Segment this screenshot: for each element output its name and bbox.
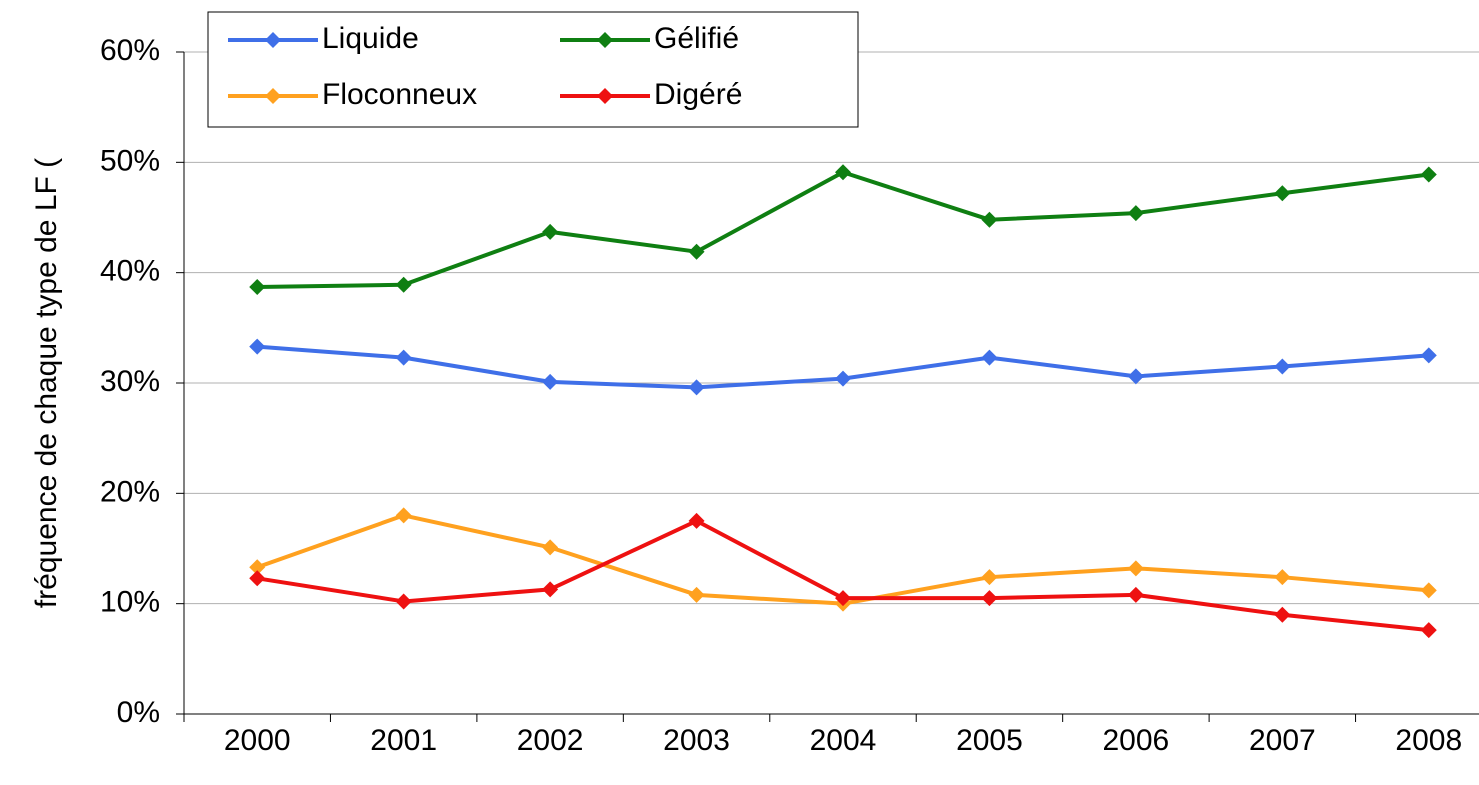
point-marker <box>542 581 559 598</box>
point-marker <box>835 164 851 181</box>
point-marker <box>1420 582 1437 599</box>
point-marker <box>395 507 412 524</box>
point-marker <box>249 570 266 587</box>
point-marker <box>1127 368 1144 385</box>
x-tick-label: 2001 <box>370 724 437 757</box>
point-marker <box>835 370 851 387</box>
x-tick-label: 2003 <box>663 724 730 757</box>
x-tick-label: 2005 <box>956 724 1023 757</box>
point-marker <box>249 279 266 296</box>
x-tick-label: 2004 <box>810 724 877 757</box>
legend-marker <box>265 32 281 48</box>
point-marker <box>1420 347 1437 364</box>
x-tick-label: 2002 <box>517 724 584 757</box>
y-axis-label: fréquence de chaque type de LF ( <box>30 158 63 608</box>
point-marker <box>1274 606 1291 623</box>
point-marker <box>395 349 412 366</box>
legend-box <box>207 11 859 128</box>
y-tick-label: 0% <box>117 696 160 729</box>
x-tick-label: 2008 <box>1395 724 1462 757</box>
point-marker <box>542 373 559 390</box>
legend-label: Floconneux <box>322 78 477 111</box>
point-marker <box>542 223 559 240</box>
x-tick-label: 2007 <box>1249 724 1316 757</box>
point-marker <box>395 276 412 293</box>
point-marker <box>1420 166 1437 183</box>
point-marker <box>249 338 266 355</box>
legend-label: Gélifié <box>654 22 739 55</box>
point-marker <box>1127 560 1144 577</box>
x-tick-label: 2000 <box>224 724 291 757</box>
point-marker <box>981 590 998 607</box>
point-marker <box>1274 358 1291 375</box>
legend-label: Digéré <box>654 78 742 111</box>
y-tick-label: 10% <box>100 586 160 619</box>
point-marker <box>542 539 559 556</box>
point-marker <box>395 593 412 610</box>
legend-label: Liquide <box>322 22 419 55</box>
legend-marker <box>597 32 613 48</box>
point-marker <box>249 559 266 576</box>
x-tick-label: 2006 <box>1103 724 1170 757</box>
legend-marker <box>597 88 613 104</box>
point-marker <box>981 569 998 586</box>
legend-marker <box>265 88 281 104</box>
point-marker <box>1274 185 1291 202</box>
point-marker <box>1420 622 1437 639</box>
series-line <box>257 170 1430 290</box>
point-marker <box>1127 586 1144 603</box>
point-marker <box>981 211 998 228</box>
point-marker <box>835 590 851 607</box>
y-tick-label: 30% <box>100 365 160 398</box>
point-marker <box>1274 569 1291 586</box>
y-tick-label: 50% <box>100 144 160 177</box>
legend: Liquide Gélifié Floconneux Digéré <box>207 11 859 128</box>
point-marker <box>981 349 998 366</box>
y-tick-label: 40% <box>100 255 160 288</box>
point-marker <box>688 512 705 529</box>
point-marker <box>688 243 705 260</box>
point-marker <box>688 586 705 603</box>
y-tick-label: 20% <box>100 475 160 508</box>
point-marker <box>1127 205 1144 222</box>
y-tick-label: 60% <box>100 34 160 67</box>
point-marker <box>688 379 705 396</box>
